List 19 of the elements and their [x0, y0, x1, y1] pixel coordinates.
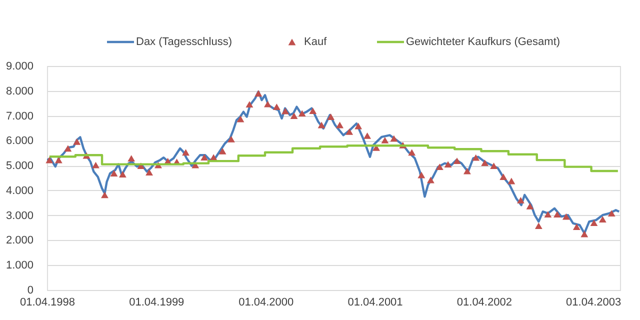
y-tick-label: 8.000	[6, 85, 34, 98]
legend-label: Gewichteter Kaufkurs (Gesamt)	[406, 36, 560, 48]
legend-label: Kauf	[304, 36, 328, 48]
legend-label: Dax (Tagesschluss)	[136, 36, 232, 48]
y-tick-label: 0	[27, 284, 34, 296]
x-tick-label: 01.04.2000	[238, 296, 294, 308]
x-tick-label: 01.04.2001	[348, 296, 403, 308]
y-tick-label: 9.000	[6, 60, 34, 72]
y-tick-label: 7.000	[6, 110, 34, 122]
x-tick-label: 01.04.1998	[20, 296, 76, 308]
y-tick-label: 1.000	[6, 260, 34, 272]
y-tick-label: 4.000	[6, 184, 34, 197]
x-tick-label: 01.04.2002	[456, 296, 512, 308]
x-tick-label: 01.04.2003	[566, 296, 622, 308]
y-tick-label: 6.000	[6, 135, 34, 148]
y-tick-label: 5.000	[6, 160, 34, 172]
y-tick-label: 3.000	[6, 210, 34, 222]
x-tick-label: 01.04.1999	[129, 296, 184, 308]
y-tick-label: 2.000	[6, 234, 34, 247]
